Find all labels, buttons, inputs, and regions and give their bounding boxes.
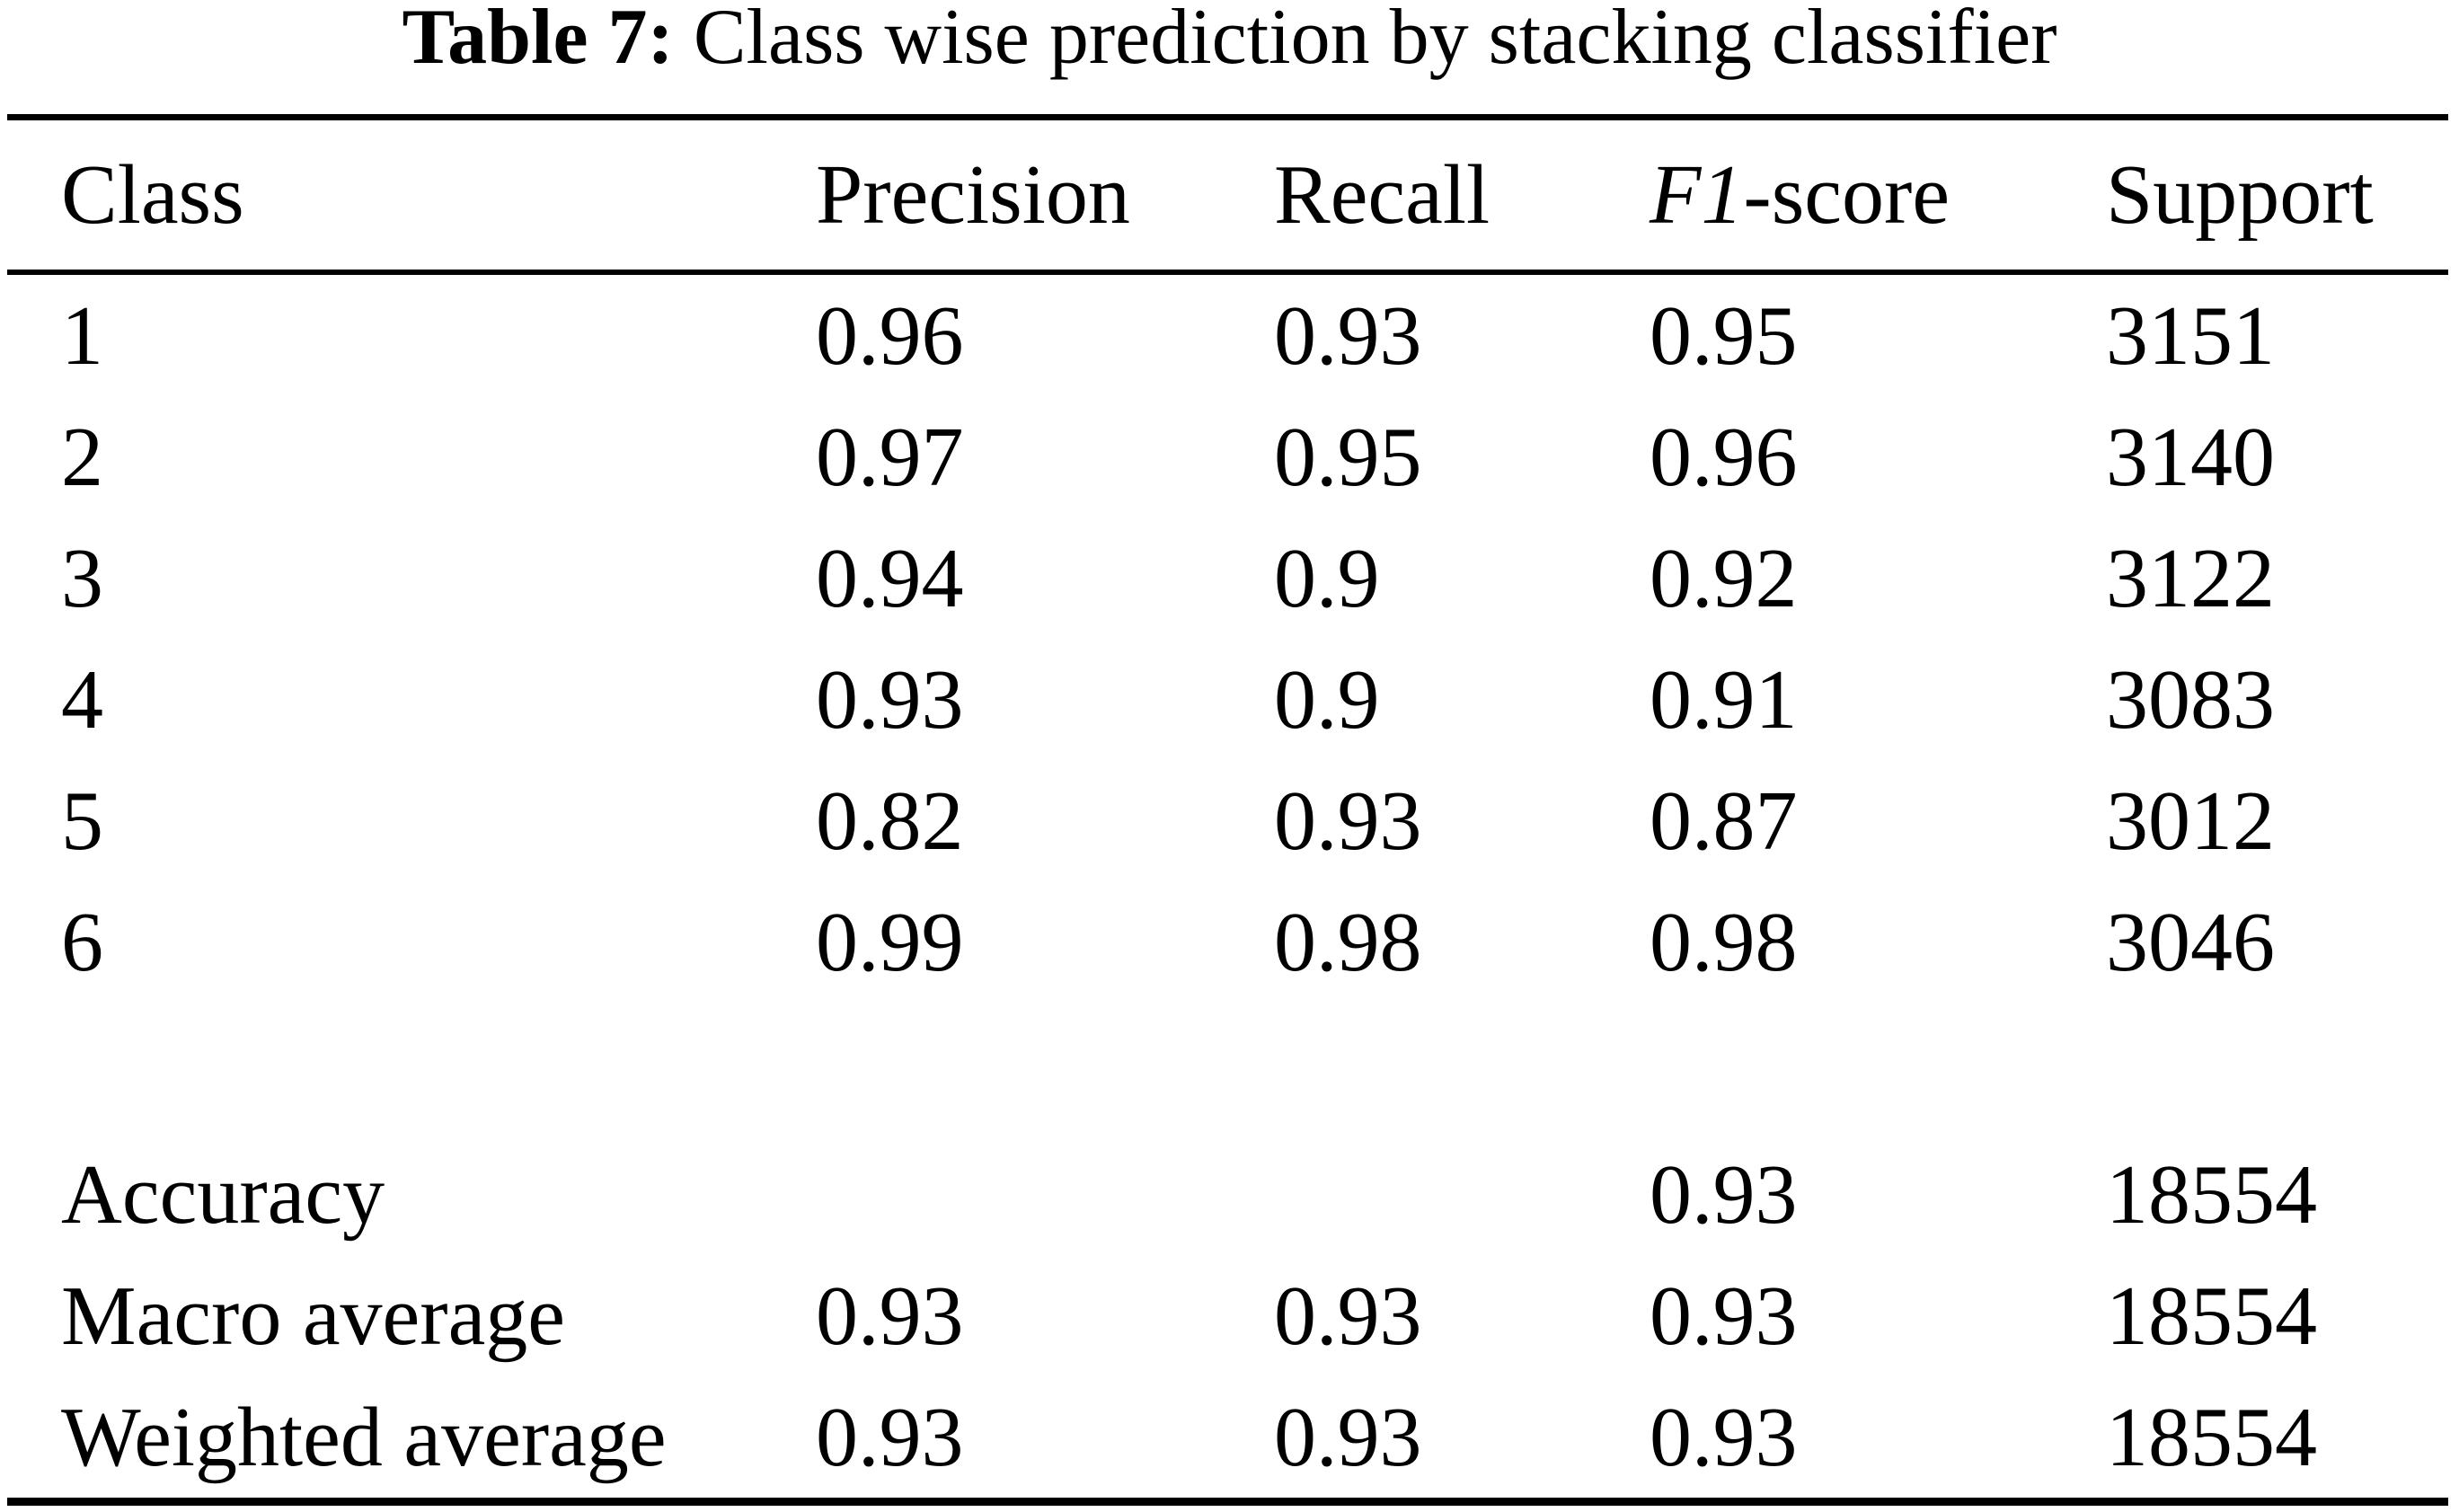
cell-precision: 0.94 xyxy=(816,531,964,625)
cell-class: 4 xyxy=(61,652,103,747)
table-bottom-rule xyxy=(7,1498,2448,1506)
results-table: Class Precision Recall F1-score Support … xyxy=(0,114,2459,1506)
cell-support: 18554 xyxy=(2106,1269,2317,1363)
cell-class: Weighted average xyxy=(61,1390,667,1484)
header-f1-suffix: -score xyxy=(1743,148,1950,242)
cell-class: 2 xyxy=(61,410,103,504)
cell-support: 18554 xyxy=(2106,1147,2317,1242)
header-f1-italic: F1 xyxy=(1650,148,1744,242)
cell-f1: 0.95 xyxy=(1650,288,1798,383)
cell-f1: 0.93 xyxy=(1650,1147,1798,1242)
table-top-rule xyxy=(7,114,2448,120)
cell-recall: 0.93 xyxy=(1274,774,1422,868)
table-mid-rule xyxy=(7,270,2448,275)
table-row: 6 0.99 0.98 0.98 3046 xyxy=(0,881,2459,1003)
table-caption-label: Table 7: xyxy=(402,0,674,81)
table-row: 5 0.82 0.93 0.87 3012 xyxy=(0,760,2459,881)
cell-precision: 0.96 xyxy=(816,288,964,383)
cell-recall: 0.9 xyxy=(1274,531,1380,625)
cell-recall: 0.9 xyxy=(1274,652,1380,747)
cell-support: 3151 xyxy=(2106,288,2275,383)
cell-class: Macro average xyxy=(61,1269,566,1363)
table-row: 3 0.94 0.9 0.92 3122 xyxy=(0,517,2459,639)
cell-support: 3140 xyxy=(2106,410,2275,504)
header-f1-score: F1-score xyxy=(1650,153,2106,237)
cell-f1: 0.98 xyxy=(1650,895,1798,989)
table-row-weighted-average: Weighted average 0.93 0.93 0.93 18554 xyxy=(0,1376,2459,1498)
cell-precision: 0.93 xyxy=(816,652,964,747)
cell-precision: 0.93 xyxy=(816,1390,964,1484)
cell-f1: 0.93 xyxy=(1650,1269,1798,1363)
cell-recall: 0.95 xyxy=(1274,410,1422,504)
table-caption-text: Class wise prediction by stacking classi… xyxy=(673,0,2057,81)
cell-f1: 0.96 xyxy=(1650,410,1798,504)
cell-support: 3012 xyxy=(2106,774,2275,868)
cell-recall: 0.93 xyxy=(1274,288,1422,383)
cell-class: 1 xyxy=(61,288,103,383)
cell-class: Accuracy xyxy=(61,1147,385,1242)
cell-support: 3083 xyxy=(2106,652,2275,747)
cell-class: 6 xyxy=(61,895,103,989)
table-row: 2 0.97 0.95 0.96 3140 xyxy=(0,396,2459,517)
cell-precision: 0.99 xyxy=(816,895,964,989)
cell-support: 18554 xyxy=(2106,1390,2317,1484)
cell-f1: 0.91 xyxy=(1650,652,1798,747)
cell-recall: 0.93 xyxy=(1274,1269,1422,1363)
header-support: Support xyxy=(2106,148,2374,242)
cell-recall: 0.93 xyxy=(1274,1390,1422,1484)
cell-support: 3122 xyxy=(2106,531,2275,625)
cell-f1: 0.87 xyxy=(1650,774,1798,868)
table-header-row: Class Precision Recall F1-score Support xyxy=(0,120,2459,270)
table-caption: Table 7: Class wise prediction by stacki… xyxy=(0,0,2459,84)
cell-precision: 0.93 xyxy=(816,1269,964,1363)
table-row: 4 0.93 0.9 0.91 3083 xyxy=(0,639,2459,760)
table-row: 1 0.96 0.93 0.95 3151 xyxy=(0,275,2459,396)
table-row-accuracy: Accuracy 0.93 18554 xyxy=(0,1134,2459,1255)
cell-precision: 0.82 xyxy=(816,774,964,868)
table-section-gap xyxy=(0,1003,2459,1134)
cell-class: 3 xyxy=(61,531,103,625)
cell-class: 5 xyxy=(61,774,103,868)
cell-f1: 0.92 xyxy=(1650,531,1798,625)
cell-f1: 0.93 xyxy=(1650,1390,1798,1484)
cell-support: 3046 xyxy=(2106,895,2275,989)
cell-recall: 0.98 xyxy=(1274,895,1422,989)
table-row-macro-average: Macro average 0.93 0.93 0.93 18554 xyxy=(0,1255,2459,1376)
header-class: Class xyxy=(61,148,244,242)
header-precision: Precision xyxy=(816,148,1130,242)
header-recall: Recall xyxy=(1274,148,1490,242)
cell-precision: 0.97 xyxy=(816,410,964,504)
